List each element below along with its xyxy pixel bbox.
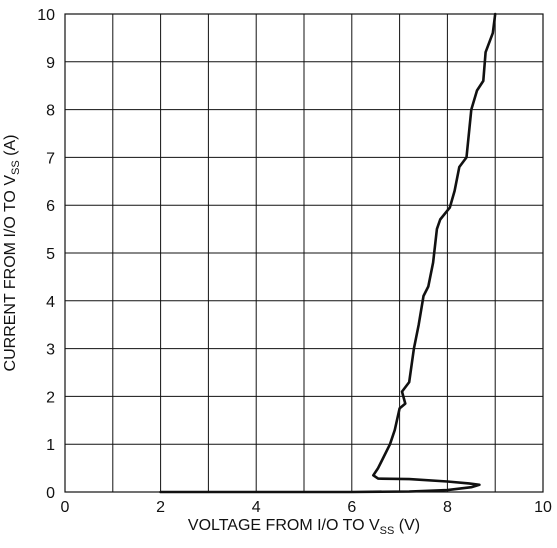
series-line — [159, 12, 497, 494]
y-tick-label: 2 — [46, 389, 55, 406]
x-tick-label: 10 — [534, 499, 552, 516]
y-tick-label: 0 — [46, 485, 55, 502]
x-tick-label: 2 — [156, 499, 165, 516]
tick-labels: 0 2 4 6 8 10 0 1 2 3 4 5 6 7 8 9 10 — [37, 7, 552, 516]
y-tick-label: 8 — [46, 103, 55, 120]
y-tick-label: 9 — [46, 55, 55, 72]
x-tick-label: 0 — [61, 499, 70, 516]
y-tick-label: 6 — [46, 198, 55, 215]
y-tick-label: 1 — [46, 437, 55, 454]
y-tick-label: 10 — [37, 7, 55, 24]
x-tick-label: 4 — [252, 499, 261, 516]
y-tick-label: 4 — [46, 294, 55, 311]
y-axis-label: CURRENT FROM I/O TO VSS (A) — [2, 135, 22, 372]
y-tick-label: 3 — [46, 342, 55, 359]
y-tick-label: 5 — [46, 246, 55, 263]
grid-layer — [64, 13, 544, 493]
x-tick-label: 6 — [347, 499, 356, 516]
x-tick-label: 8 — [443, 499, 452, 516]
y-tick-label: 7 — [46, 150, 55, 167]
x-axis-label: VOLTAGE FROM I/O TO VSS (V) — [188, 517, 420, 537]
